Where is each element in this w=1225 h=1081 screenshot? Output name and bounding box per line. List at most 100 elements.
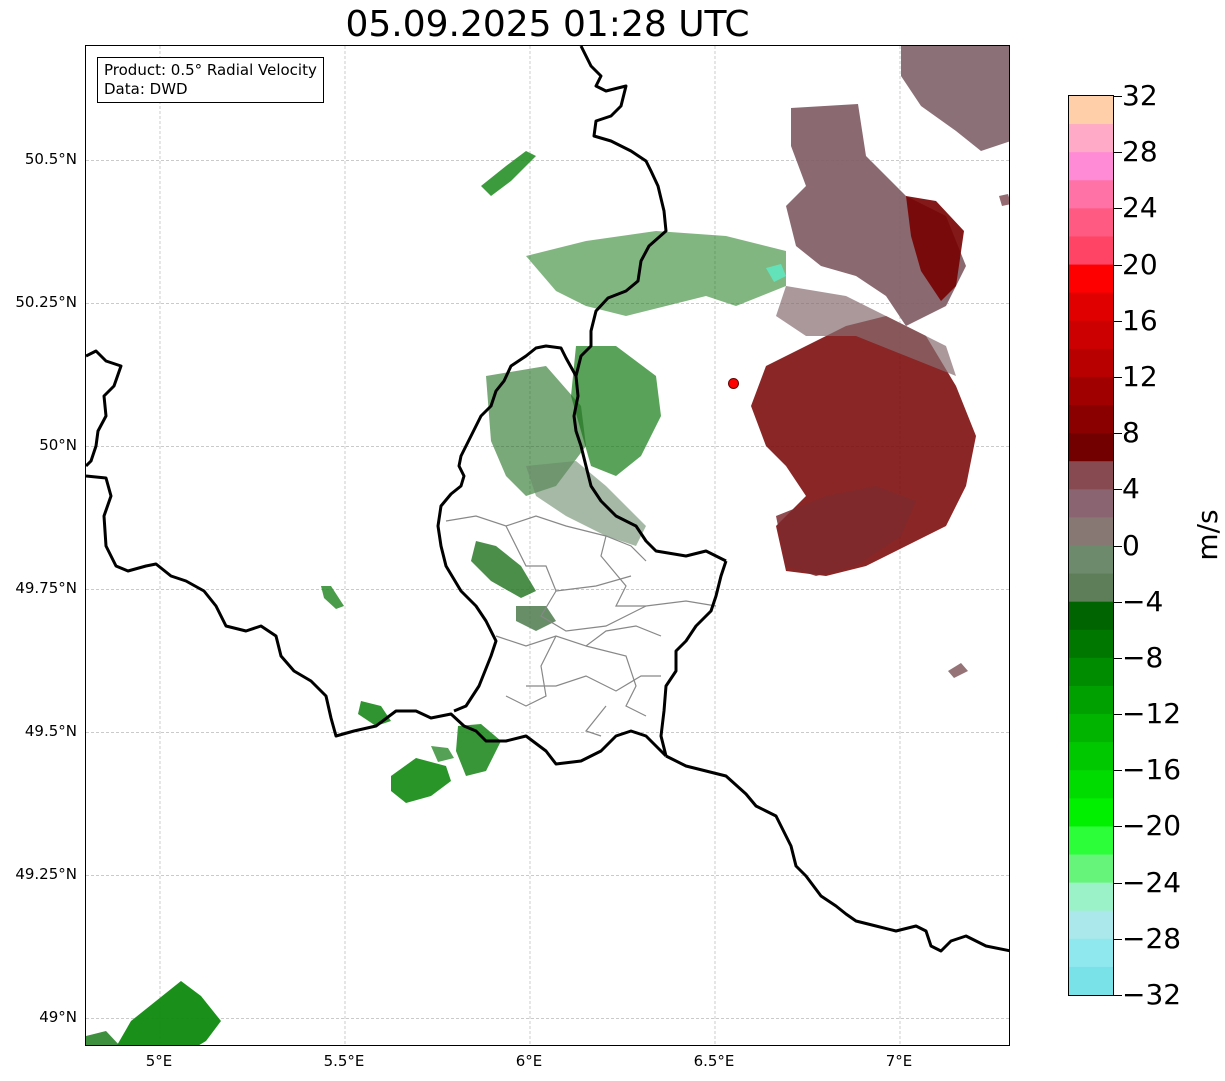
colorbar-tick-mark [1114, 601, 1122, 603]
colorbar-gradient [1069, 96, 1113, 995]
colorbar-segment [1069, 96, 1113, 125]
echo-cell-s-2 [391, 758, 451, 803]
colorbar-segment [1069, 573, 1113, 603]
radar-map[interactable] [85, 45, 1010, 1046]
colorbar-tick-label: −16 [1122, 753, 1182, 787]
echo-small-nw [481, 151, 536, 196]
colorbar-segment [1069, 882, 1113, 912]
colorbar-tick-label: −4 [1122, 584, 1164, 618]
map-canvas [86, 46, 1009, 1045]
echo-small-cyan [766, 264, 786, 282]
border-france-germany [665, 754, 1009, 953]
colorbar-tick-mark [1114, 995, 1122, 996]
colorbar-segment [1069, 348, 1113, 378]
echo-receding-southeast [776, 486, 916, 576]
colorbar-tick-label: 8 [1122, 416, 1140, 450]
map-title: 05.09.2025 01:28 UTC [345, 4, 750, 45]
colorbar-tick-label: −28 [1122, 921, 1182, 955]
radar-site-marker[interactable] [728, 377, 739, 389]
echo-approaching-north [526, 231, 786, 316]
colorbar-tick-mark [1114, 882, 1122, 884]
lat-tick-label: 49.75°N [15, 579, 77, 598]
echo-receding-north [901, 46, 1009, 151]
colorbar-tick-mark [1114, 714, 1122, 716]
lat-tick-label: 49.5°N [24, 722, 77, 741]
echo-cell-sw [117, 981, 221, 1045]
colorbar-tick-mark [1114, 770, 1122, 772]
colorbar-segment [1069, 376, 1113, 406]
colorbar-segment [1069, 657, 1113, 687]
colorbar-tick-mark [1114, 826, 1122, 828]
colorbar-segment [1069, 714, 1113, 743]
colorbar-tick-label: −8 [1122, 640, 1164, 674]
echo-cell-small-w [321, 586, 344, 609]
colorbar-segment [1069, 180, 1113, 209]
colorbar-segment [1069, 685, 1113, 715]
colorbar-tick-label: 28 [1122, 135, 1158, 169]
echo-cell-s-1 [358, 701, 391, 726]
colorbar-tick-label: 12 [1122, 359, 1158, 393]
lon-tick-label: 5°E [145, 1052, 173, 1070]
colorbar-tick-mark [1114, 376, 1122, 378]
colorbar-tick-label: −12 [1122, 697, 1182, 731]
data-source-label: Data: DWD [104, 80, 188, 98]
lat-tick-label: 50.25°N [15, 293, 77, 312]
border-france-belgium [86, 474, 668, 766]
colorbar-tick-mark [1114, 264, 1122, 266]
colorbar-tick-mark [1114, 657, 1122, 659]
colorbar-tick-mark [1114, 489, 1122, 491]
colorbar-tick-mark [1114, 208, 1122, 210]
echo-cell-s-4 [431, 746, 454, 762]
country-borders [86, 46, 1009, 953]
border-luxembourg-west [436, 344, 578, 713]
colorbar-segment [1069, 601, 1113, 631]
colorbar-segment [1069, 152, 1113, 181]
colorbar-segment [1069, 489, 1113, 519]
lon-tick-label: 6.5°E [693, 1052, 735, 1070]
colorbar-segment [1069, 124, 1113, 153]
colorbar-tick-label: 24 [1122, 191, 1158, 225]
border-belgium-netherlands-west [86, 349, 123, 468]
echo-small-ne-edge [999, 194, 1009, 206]
echo-receding-east-grey [776, 286, 956, 376]
colorbar-tick-mark [1114, 545, 1122, 547]
colorbar-tick-mark [1114, 96, 1122, 97]
colorbar-tick-label: −32 [1122, 978, 1182, 1011]
colorbar-tick-label: 0 [1122, 528, 1140, 562]
lat-tick-label: 49.25°N [15, 865, 77, 884]
echo-cell-s-3 [456, 724, 501, 776]
colorbar-unit-label: m/s [1191, 509, 1224, 561]
colorbar-segment [1069, 292, 1113, 322]
lon-tick-label: 5.5°E [323, 1052, 365, 1070]
colorbar-segment [1069, 798, 1113, 828]
echo-cell-lux-2 [516, 606, 556, 631]
colorbar-segment [1069, 742, 1113, 771]
colorbar-tick-label: 32 [1122, 79, 1158, 112]
lon-tick-label: 7°E [885, 1052, 913, 1070]
colorbar-segment [1069, 966, 1113, 995]
colorbar-tick-label: 16 [1122, 303, 1158, 337]
lat-tick-label: 50°N [39, 436, 77, 455]
colorbar-tick-label: 4 [1122, 472, 1140, 506]
echo-small-e [948, 663, 968, 678]
product-info-box: Product: 0.5° Radial Velocity Data: DWD [97, 57, 324, 103]
colorbar-segment [1069, 264, 1113, 294]
radar-echoes [86, 46, 1009, 1045]
colorbar-segment [1069, 629, 1113, 659]
colorbar-tick-mark [1114, 320, 1122, 322]
colorbar-segment [1069, 545, 1113, 575]
echo-receding-maroon-ne [906, 196, 964, 301]
lat-tick-label: 50.5°N [24, 150, 77, 169]
colorbar-segment [1069, 770, 1113, 799]
lat-tick-label: 49°N [39, 1008, 77, 1027]
border-luxembourg-east [659, 560, 728, 757]
colorbar-tick-mark [1114, 433, 1122, 435]
colorbar-segment [1069, 236, 1113, 266]
colorbar-segment [1069, 433, 1113, 462]
colorbar-segment [1069, 405, 1113, 434]
colorbar-segment [1069, 461, 1113, 490]
colorbar-segment [1069, 938, 1113, 968]
colorbar-segment [1069, 826, 1113, 856]
product-label: Product: 0.5° Radial Velocity [104, 61, 317, 79]
colorbar-segment [1069, 208, 1113, 238]
